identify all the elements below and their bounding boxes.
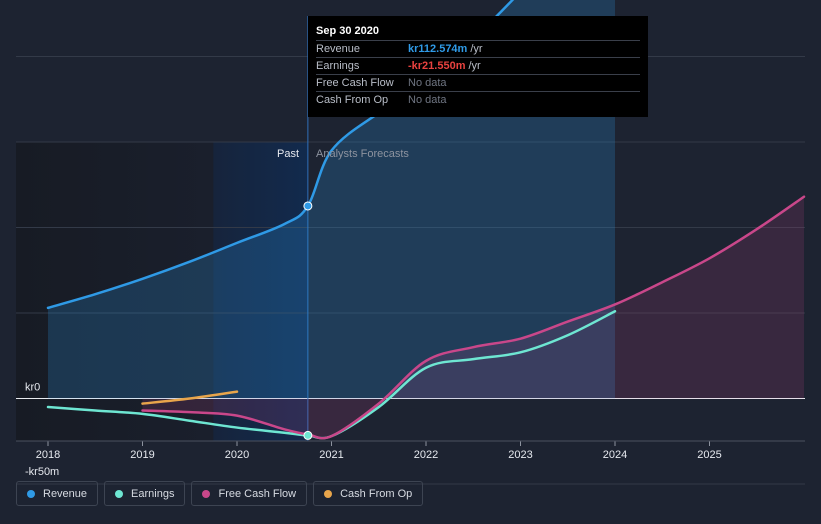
series-markers (303, 201, 313, 440)
legend-dot-icon (324, 489, 333, 498)
tooltip-row-free-cash-flow: Free Cash Flow No data (316, 74, 640, 91)
series-line-revenue (46, 0, 515, 310)
tooltip-unit: /yr (470, 43, 483, 55)
chart-gridlines (16, 16, 805, 485)
legend-label: Cash From Op (340, 487, 413, 500)
marker-earnings (303, 430, 313, 440)
legend-item-cash-from-op[interactable]: Cash From Op (313, 481, 424, 506)
series-fill-free-cash-flow (142, 196, 804, 439)
chart-background (16, 142, 308, 441)
chart-axes: kr300mkr0-kr50m2018201920202021202220232… (16, 382, 805, 478)
legend-label: Revenue (43, 487, 88, 500)
tooltip-value: -kr21.550m (408, 60, 466, 72)
series-line-cash-from-op (141, 390, 239, 405)
chart-tooltip: Sep 30 2020 Revenue kr112.574m /yr Earni… (308, 16, 648, 117)
legend-dot-icon (115, 489, 124, 498)
chart-legend: Revenue Earnings Free Cash Flow Cash Fro… (16, 481, 424, 508)
tooltip-row-revenue: Revenue kr112.574m /yr (316, 40, 640, 57)
tooltip-row-cash-from-op: Cash From Op No data (316, 91, 640, 108)
x-tick-label: 2021 (319, 449, 343, 461)
tooltip-unit: /yr (468, 60, 481, 72)
tooltip-date: Sep 30 2020 (316, 25, 379, 37)
legend-item-earnings[interactable]: Earnings (104, 481, 186, 506)
tooltip-label: Earnings (316, 60, 360, 72)
legend-dot-icon (27, 489, 35, 498)
highlight-region-background (213, 142, 308, 441)
x-tick-label: 2022 (414, 449, 438, 461)
tooltip-value: No data (408, 77, 447, 89)
y-tick-label: kr0 (25, 382, 40, 394)
tooltip-label: Revenue (316, 43, 361, 55)
legend-item-free-cash-flow[interactable]: Free Cash Flow (191, 481, 308, 506)
series-lines (46, 0, 806, 440)
x-tick-label: 2018 (36, 449, 60, 461)
legend-label: Free Cash Flow (218, 487, 297, 500)
tooltip-label: Free Cash Flow (316, 77, 394, 89)
x-tick-label: 2019 (130, 449, 154, 461)
x-tick-label: 2023 (508, 449, 532, 461)
y-tick-label: -kr50m (25, 466, 59, 478)
tooltip-value: kr112.574m (408, 43, 468, 55)
x-tick-label: 2025 (697, 449, 721, 461)
series-line-free-cash-flow (141, 195, 806, 440)
past-region-label: Past (277, 148, 299, 160)
tooltip-label: Cash From Op (316, 94, 389, 106)
legend-label: Earnings (131, 487, 175, 500)
legend-item-revenue[interactable]: Revenue (16, 481, 99, 506)
x-tick-label: 2024 (603, 449, 627, 461)
tooltip-row-earnings: Earnings -kr21.550m /yr (316, 57, 640, 74)
tooltip-value: No data (408, 94, 447, 106)
x-tick-label: 2020 (225, 449, 249, 461)
legend-dot-icon (202, 489, 211, 498)
marker-revenue (303, 201, 313, 211)
forecast-region-label: Analysts Forecasts (316, 148, 409, 160)
